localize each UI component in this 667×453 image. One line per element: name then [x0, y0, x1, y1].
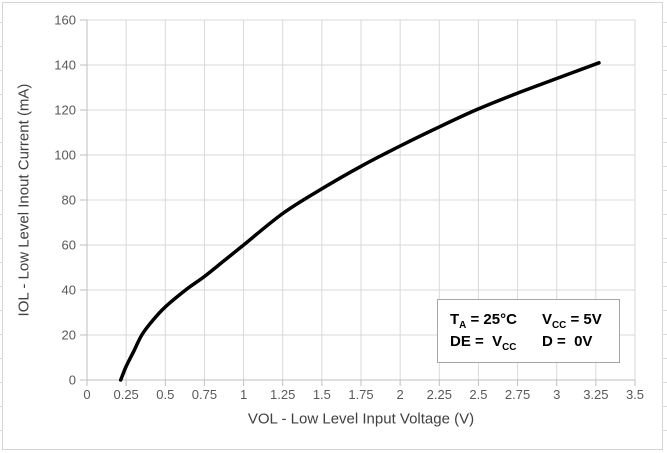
y-tick-label: 20 [62, 328, 76, 343]
edge-dash-right [662, 142, 667, 143]
edge-dash-left [0, 310, 3, 311]
edge-dash-right [662, 406, 667, 407]
x-tick-label: 2 [397, 387, 404, 402]
edge-dash-left [0, 46, 3, 47]
edge-dash-right [662, 94, 667, 95]
x-tick-label: 3 [553, 387, 560, 402]
x-tick-label: 0.5 [156, 387, 174, 402]
y-tick-label: 100 [54, 148, 76, 163]
x-tick-label: 3.25 [583, 387, 608, 402]
y-tick-label: 60 [62, 238, 76, 253]
edge-dash-left [0, 70, 3, 71]
x-tick-label: 1.5 [313, 387, 331, 402]
x-tick-label: 1 [240, 387, 247, 402]
x-tick-label: 0.25 [113, 387, 138, 402]
edge-dash-left [0, 190, 3, 191]
x-tick-label: 0 [83, 387, 90, 402]
x-tick-label: 2.75 [505, 387, 530, 402]
edge-dash-left [0, 382, 3, 383]
edge-dash-left [0, 214, 3, 215]
x-tick-label: 1.75 [348, 387, 373, 402]
edge-dash-right [662, 22, 667, 23]
x-tick-label: 3.5 [626, 387, 644, 402]
edge-dash-left [0, 334, 3, 335]
edge-dash-left [0, 358, 3, 359]
x-tick-label: 0.75 [192, 387, 217, 402]
y-tick-label: 120 [54, 103, 76, 118]
y-tick-label: 0 [69, 373, 76, 388]
edge-dash-right [662, 166, 667, 167]
edge-dash-left [0, 406, 3, 407]
data-curve [118, 61, 601, 382]
condition-ta: TA = 25°C [450, 311, 517, 331]
edge-dash-right [662, 118, 667, 119]
x-axis-title: VOL - Low Level Input Voltage (V) [247, 410, 475, 428]
x-tick-label: 2.5 [469, 387, 487, 402]
edge-dash-right [662, 190, 667, 191]
edge-dash-right [662, 334, 667, 335]
x-tick-label: 2.25 [427, 387, 452, 402]
y-tick-label: 80 [62, 193, 76, 208]
edge-dash-left [0, 262, 3, 263]
edge-dash-right [662, 310, 667, 311]
edge-dash-right [662, 286, 667, 287]
y-tick-label: 160 [54, 13, 76, 28]
edge-dash-right [662, 430, 667, 431]
x-tick-label: 1.25 [270, 387, 295, 402]
edge-dash-right [662, 214, 667, 215]
edge-dash-left [0, 22, 3, 23]
edge-dash-right [662, 46, 667, 47]
edge-dash-right [662, 238, 667, 239]
edge-dash-left [0, 430, 3, 431]
edge-dash-left [0, 118, 3, 119]
edge-dash-right [662, 358, 667, 359]
condition-vcc: VCC = 5V [542, 311, 602, 331]
y-axis-title: IOL - Low Level Inout Current (mA) [15, 83, 33, 317]
edge-dash-right [662, 382, 667, 383]
edge-dash-left [0, 94, 3, 95]
condition-de: DE = VCC [450, 333, 517, 353]
edge-dash-right [662, 70, 667, 71]
edge-dash-left [0, 286, 3, 287]
edge-dash-right [662, 262, 667, 263]
conditions-callout: TA = 25°C VCC = 5V DE = VCC D = 0V [437, 299, 620, 363]
y-tick-label: 140 [54, 58, 76, 73]
condition-d: D = 0V [542, 333, 593, 350]
y-tick-label: 40 [62, 283, 76, 298]
edge-dash-left [0, 142, 3, 143]
edge-dash-left [0, 166, 3, 167]
edge-dash-left [0, 238, 3, 239]
